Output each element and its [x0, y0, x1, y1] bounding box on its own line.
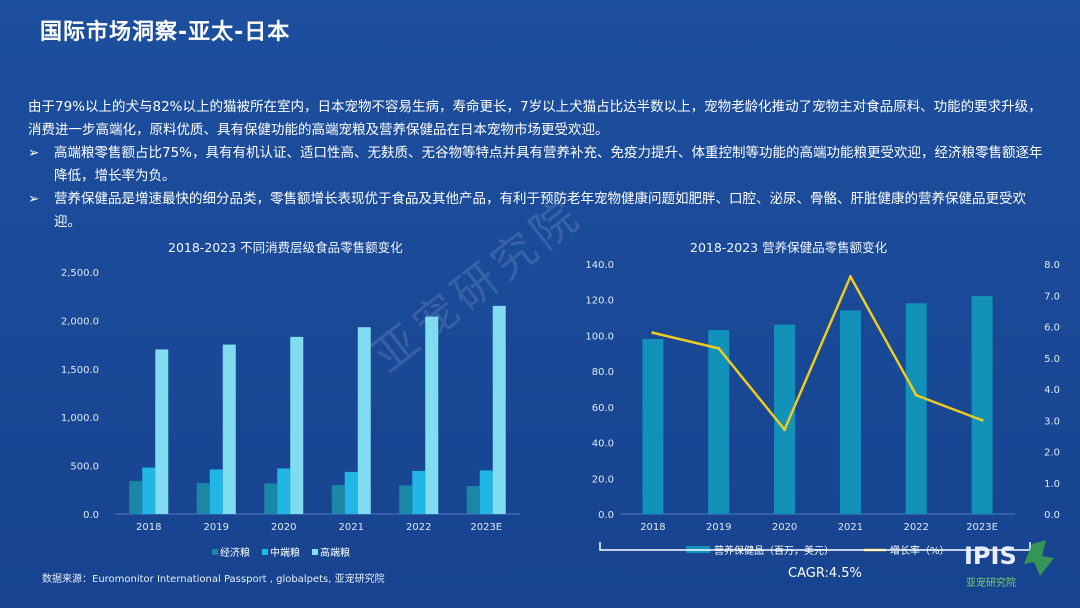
- bar: [425, 316, 439, 514]
- bar: [142, 467, 156, 514]
- bar: [196, 483, 210, 514]
- bar: [222, 344, 236, 514]
- bar: [344, 471, 358, 514]
- x-tick-label: 2023E: [470, 522, 502, 533]
- y-tick-label: 0.0: [598, 510, 614, 521]
- bar: [708, 330, 730, 514]
- y2-tick-label: 1.0: [1044, 479, 1060, 490]
- bullet-text: 营养保健品是增速最快的细分品类，零售额增长表现优于食品及其他产品，有利于预防老年…: [54, 191, 1026, 230]
- x-tick-label: 2018: [640, 522, 665, 533]
- food-retail-bar-chart: 0.0 500.0 1,000.0 1,500.0 2,000.0 2,500.0 2018…: [61, 268, 520, 559]
- chart-title: 2018-2023 不同消费层级食品零售额变化: [168, 240, 403, 255]
- x-tick-label: 2022: [406, 522, 431, 533]
- legend-label: 高端粮: [320, 546, 350, 559]
- y2-tick-label: 5.0: [1044, 354, 1060, 365]
- y-tick-label: 500.0: [70, 462, 99, 473]
- y-tick-label: 80.0: [592, 367, 614, 378]
- logo-icon: IPIS 亚宠研究院: [964, 540, 1054, 589]
- arrow-bullet-icon: ➢: [28, 145, 40, 161]
- legend-swatch: [212, 549, 218, 555]
- logo-tagline: 亚宠研究院: [966, 576, 1016, 589]
- bar: [290, 336, 304, 514]
- bar: [331, 484, 345, 514]
- y-tick-label: 120.0: [585, 296, 614, 307]
- y-tick-label: 20.0: [592, 474, 614, 485]
- legend-label: 经济粮: [220, 546, 250, 559]
- legend-label: 中端粮: [270, 546, 300, 559]
- y-tick-label: 1,500.0: [61, 365, 99, 376]
- y-tick-label: 40.0: [592, 439, 614, 450]
- page-title: 国际市场洞察-亚太-日本: [40, 20, 291, 45]
- bar: [155, 349, 169, 514]
- supplement-combo-chart: 0.0 20.0 40.0 60.0 80.0 100.0 120.0 140.0 0.0 1.0…: [585, 260, 1060, 557]
- line-point: [980, 418, 984, 422]
- x-tick-label: 2019: [706, 522, 731, 533]
- x-tick-label: 2021: [339, 522, 364, 533]
- intro-paragraph: 由于79%以上的犬与82%以上的猫被所在室内，日本宠物不容易生病，寿命更长，7岁…: [28, 99, 1042, 138]
- y2-tick-label: 0.0: [1044, 510, 1060, 521]
- line-point: [717, 346, 721, 350]
- growth-rate-line: [652, 275, 983, 431]
- y2-tick-label: 2.0: [1044, 448, 1060, 459]
- y2-tick-label: 7.0: [1044, 291, 1060, 302]
- arrow-bullet-icon: ➢: [28, 191, 40, 207]
- x-tick-label: 2022: [904, 522, 929, 533]
- bullet-text: 高端粮零售额占比75%，具有有机认证、适口性高、无麸质、无谷物等特点并具有营养补…: [54, 145, 1043, 184]
- bar: [466, 485, 480, 514]
- bar: [839, 310, 861, 514]
- x-tick-label: 2019: [204, 522, 229, 533]
- bar: [971, 296, 993, 514]
- legend-swatch: [262, 549, 268, 555]
- bar: [479, 470, 493, 514]
- line-point: [914, 393, 918, 397]
- x-tick-label: 2018: [136, 522, 161, 533]
- legend-swatch: [312, 549, 318, 555]
- y-tick-label: 0.0: [83, 510, 99, 521]
- line-point: [848, 275, 852, 278]
- x-tick-label: 2020: [271, 522, 296, 533]
- chart-title: 2018-2023 营养保健品零售额变化: [690, 240, 888, 255]
- y2-tick-label: 8.0: [1044, 260, 1060, 271]
- bar: [412, 470, 426, 514]
- x-tick-label: 2020: [772, 522, 797, 533]
- bar: [399, 485, 413, 514]
- y-tick-label: 140.0: [585, 260, 614, 271]
- bar: [492, 305, 506, 514]
- bar: [642, 339, 664, 514]
- bar: [129, 481, 143, 514]
- bar: [357, 327, 371, 514]
- bar: [905, 303, 927, 514]
- x-tick-label: 2023E: [966, 522, 998, 533]
- line-point: [783, 428, 787, 432]
- cagr-label: CAGR:4.5%: [788, 566, 862, 581]
- y2-tick-label: 4.0: [1044, 385, 1060, 396]
- cagr-bracket: [599, 542, 1031, 551]
- bar: [209, 469, 223, 514]
- bullet-item: ➢ 高端粮零售额占比75%，具有有机认证、适口性高、无麸质、无谷物等特点并具有营…: [28, 142, 1048, 188]
- bar: [774, 324, 796, 514]
- y-tick-label: 1,000.0: [61, 413, 99, 424]
- data-source: 数据来源：Euromonitor International Passport …: [42, 574, 385, 585]
- y-tick-label: 2,000.0: [61, 316, 99, 327]
- y-tick-label: 2,500.0: [61, 268, 99, 279]
- logo-mark: IPIS: [964, 542, 1017, 570]
- bar: [277, 468, 291, 514]
- y-tick-label: 100.0: [585, 331, 614, 342]
- ipis-logo: IPIS 亚宠研究院: [962, 536, 1062, 592]
- bar: [264, 483, 278, 514]
- x-tick-label: 2021: [838, 522, 863, 533]
- y2-tick-label: 3.0: [1044, 416, 1060, 427]
- line-point: [651, 331, 655, 335]
- y-tick-label: 60.0: [592, 403, 614, 414]
- bullet-item: ➢ 营养保健品是增速最快的细分品类，零售额增长表现优于食品及其他产品，有利于预防…: [28, 188, 1048, 234]
- y2-tick-label: 6.0: [1044, 323, 1060, 334]
